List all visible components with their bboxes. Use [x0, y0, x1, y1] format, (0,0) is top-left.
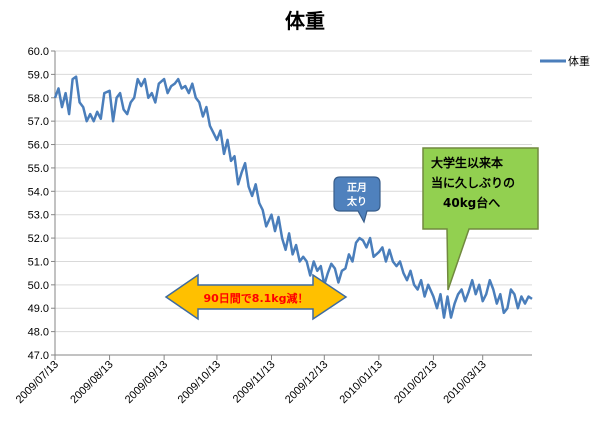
annotation-forties-line-3: 40kg台へ [443, 195, 500, 210]
y-tick-label: 50.0 [28, 280, 49, 292]
y-tick-label: 48.0 [28, 327, 49, 339]
double-arrow-shape [164, 273, 348, 321]
annotation-newyear-line-2: 太り [346, 195, 367, 208]
series-line-weight [53, 75, 533, 319]
y-tick-label: 51.0 [28, 256, 49, 268]
y-tick-label: 60.0 [28, 46, 49, 58]
x-tick-label: 2009/12/13 [283, 359, 330, 406]
callout-shape [422, 147, 539, 291]
x-tick-label: 2009/09/13 [123, 359, 170, 406]
y-tick-label: 53.0 [28, 210, 49, 222]
annotation-diet-text: 90日間で8.1kg減！ [204, 291, 309, 305]
annotation-forties-line-2: 当に久しぶりの [431, 175, 515, 190]
y-tick-label: 56.0 [28, 140, 49, 152]
y-axis-ticks: 47.0 48.0 49.0 50.0 51.0 52.0 53.0 54.0 55.0 56.0… [28, 46, 55, 362]
x-tick-label: 2009/10/13 [176, 359, 223, 406]
y-tick-label: 55.0 [28, 163, 49, 175]
y-tick-label: 59.0 [28, 69, 49, 81]
y-tick-label: 57.0 [28, 116, 49, 128]
annotation-newyear-line-1: 正月 [347, 182, 367, 194]
chart-title: 体重 [285, 9, 325, 33]
x-tick-label: 2009/11/13 [231, 359, 278, 406]
x-axis-ticks: 2009/07/13 2009/08/13 2009/09/13 2009/10/13… [14, 355, 489, 406]
y-tick-label: 47.0 [28, 350, 49, 362]
legend-label: 体重 [568, 54, 590, 68]
annotation-newyear-callout: 正月 太り [333, 176, 381, 224]
x-tick-label: 2009/07/13 [14, 359, 61, 406]
legend: 体重 [540, 54, 590, 68]
y-tick-label: 58.0 [28, 93, 49, 105]
x-tick-label: 2010/02/13 [392, 359, 439, 406]
annotation-forties-callout: 大学生以来本 当に久しぶりの 40kg台へ [422, 147, 539, 291]
annotation-forties-line-1: 大学生以来本 [431, 155, 503, 170]
annotation-diet-arrow: 90日間で8.1kg減！ [164, 273, 348, 321]
x-tick-label: 2010/03/13 [441, 359, 488, 406]
x-tick-label: 2009/08/13 [68, 359, 115, 406]
y-tick-label: 49.0 [28, 303, 49, 315]
x-tick-label: 2010/01/13 [338, 359, 385, 406]
callout-shape [333, 176, 381, 224]
y-tick-label: 54.0 [28, 186, 49, 198]
y-tick-label: 52.0 [28, 233, 49, 245]
